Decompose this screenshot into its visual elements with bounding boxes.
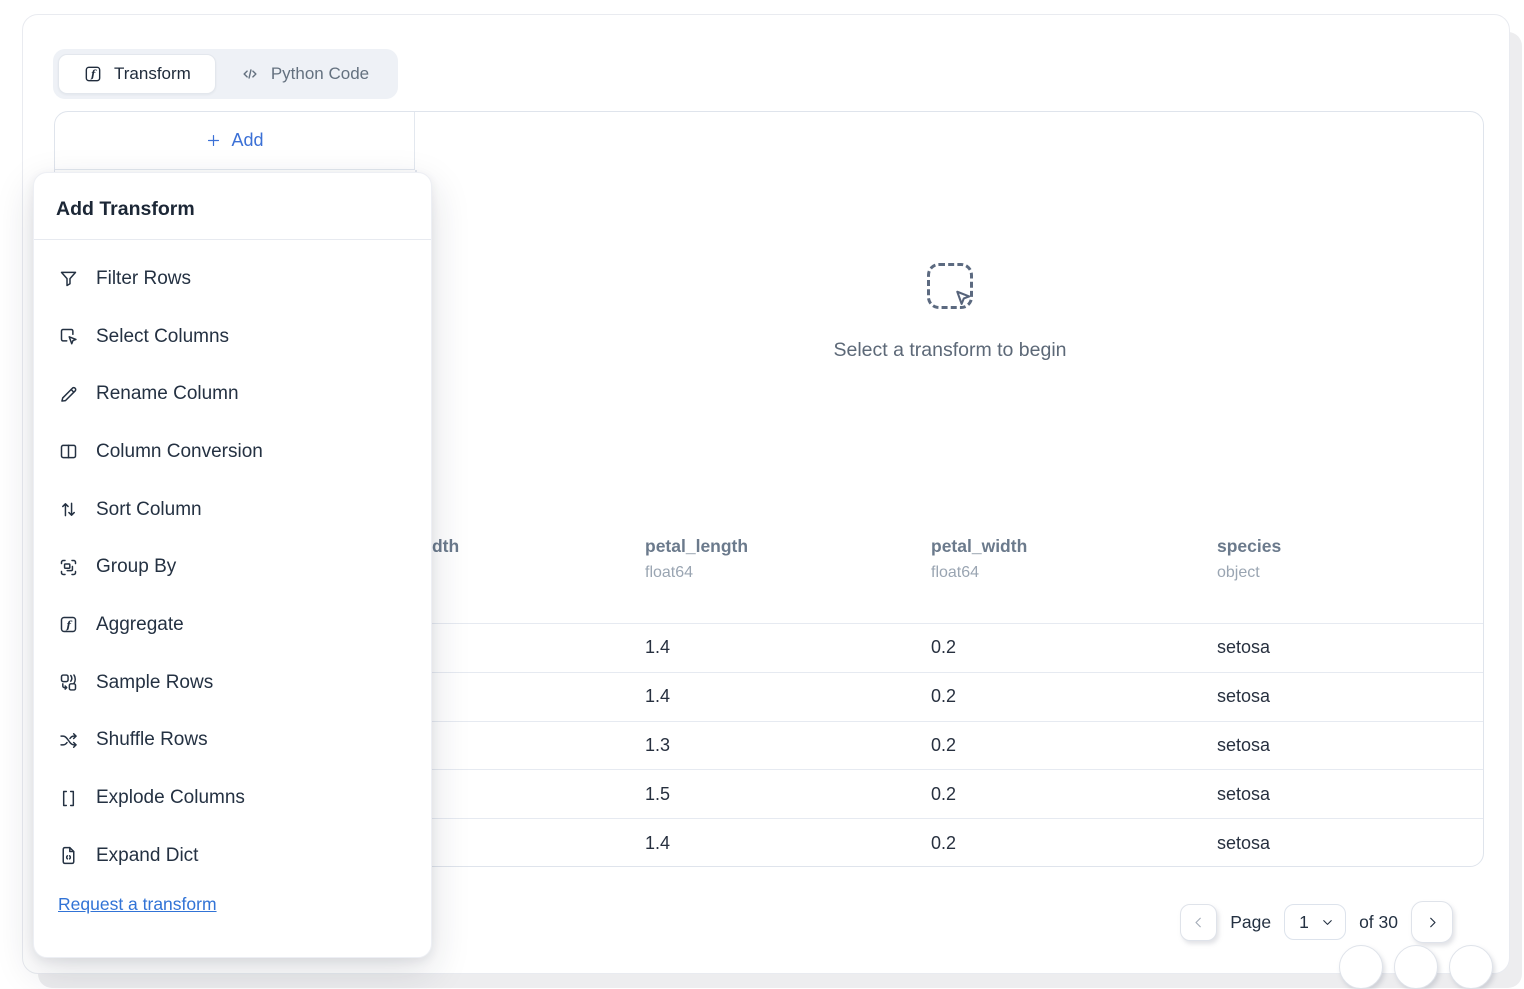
add-transform-menu: Add Transform Filter Rows Select Columns… — [33, 172, 432, 958]
menu-item-shuffle-rows[interactable]: Shuffle Rows — [34, 712, 431, 770]
function-square-icon — [58, 614, 79, 635]
group-icon — [58, 557, 79, 578]
transform-list-header: Add — [55, 112, 415, 170]
table-cell: 0.2 — [931, 734, 957, 755]
table-cell: setosa — [1217, 734, 1271, 755]
page-select[interactable]: 1 — [1284, 904, 1347, 940]
pagination: Page 1 of 30 — [1180, 901, 1453, 943]
plus-icon — [205, 132, 222, 149]
chevron-down-icon — [1320, 915, 1335, 930]
page-count-label: of 30 — [1359, 911, 1398, 932]
table-cell: 1.4 — [645, 637, 671, 658]
menu-item-sort-column[interactable]: Sort Column — [34, 481, 431, 539]
add-transform-button[interactable]: Add — [205, 130, 264, 151]
table-cell: 1.3 — [645, 734, 671, 755]
menu-items: Filter Rows Select Columns Rename Column… — [34, 240, 431, 885]
table-cell: 0.2 — [931, 686, 957, 707]
chevron-right-icon — [1424, 914, 1441, 931]
floating-button[interactable] — [1449, 945, 1493, 989]
table-cell: 0.2 — [931, 833, 957, 854]
select-cursor-icon — [58, 326, 79, 347]
code-icon — [240, 64, 260, 84]
column-header-petal_width: petal_width float64 — [931, 536, 1028, 581]
column-header-petal_length: petal_length float64 — [645, 536, 749, 581]
tab-python-code[interactable]: Python Code — [216, 54, 393, 94]
pencil-icon — [58, 384, 79, 405]
empty-state-message: Select a transform to begin — [833, 338, 1067, 361]
table-cell: 0.2 — [931, 783, 957, 804]
menu-item-rename-column[interactable]: Rename Column — [34, 365, 431, 423]
menu-divider — [34, 239, 431, 240]
menu-item-column-conversion[interactable]: Column Conversion — [34, 423, 431, 481]
menu-item-sample-rows[interactable]: Sample Rows — [34, 654, 431, 712]
tab-transform[interactable]: Transform — [58, 54, 216, 94]
cursor-select-dashed-icon — [927, 262, 973, 309]
menu-item-group-by[interactable]: Group By — [34, 538, 431, 596]
menu-item-explode-columns[interactable]: Explode Columns — [34, 769, 431, 827]
floating-button[interactable] — [1339, 945, 1383, 989]
table-row: 1.4 0.2 setosa — [55, 624, 1483, 673]
table-cell: setosa — [1217, 833, 1271, 854]
column-header-species: species object — [1217, 536, 1282, 581]
chevron-left-icon — [1190, 914, 1207, 931]
view-tabbar: Transform Python Code — [53, 49, 399, 99]
table-row: 1.3 0.2 setosa — [55, 722, 1483, 771]
shuffle-icon — [58, 730, 79, 751]
menu-item-filter-rows[interactable]: Filter Rows — [34, 250, 431, 308]
filter-icon — [58, 268, 79, 289]
menu-item-expand-dict[interactable]: Expand Dict — [34, 827, 431, 885]
page-label: Page — [1230, 911, 1272, 932]
table-cell: 1.5 — [645, 783, 671, 804]
tab-python-code-label: Python Code — [270, 64, 370, 83]
current-page-value: 1 — [1299, 911, 1309, 932]
floating-button[interactable] — [1394, 945, 1438, 989]
table-cell: 1.4 — [645, 686, 671, 707]
function-square-icon — [83, 64, 103, 84]
menu-item-aggregate[interactable]: Aggregate — [34, 596, 431, 654]
menu-title: Add Transform — [56, 198, 195, 220]
sample-icon — [58, 672, 79, 693]
table-row: 1.5 0.2 setosa — [55, 770, 1483, 820]
brackets-icon — [58, 788, 79, 809]
file-code-icon — [58, 845, 79, 866]
cursor-arrow-icon — [956, 290, 971, 305]
menu-item-select-columns[interactable]: Select Columns — [34, 308, 431, 366]
table-row: 1.4 0.2 setosa — [55, 673, 1483, 722]
add-button-label: Add — [231, 130, 264, 150]
columns-icon — [58, 441, 79, 462]
table-cell: 0.2 — [931, 637, 957, 658]
previous-page-button[interactable] — [1180, 903, 1218, 941]
tab-transform-label: Transform — [114, 64, 191, 83]
next-page-button[interactable] — [1411, 901, 1453, 943]
table-body: 1.4 0.2 setosa 1.4 0.2 setosa 1.3 0.2 setosa 1.5 0… — [55, 624, 1483, 866]
data-preview-table: sepal_widthfloat64petal_lengthfloat64pet… — [55, 512, 1483, 866]
table-cell: setosa — [1217, 637, 1271, 658]
request-transform-link[interactable]: Request a transform — [58, 893, 217, 914]
table-cell: 1.4 — [645, 833, 671, 854]
sort-arrows-icon — [58, 499, 79, 520]
empty-state: Select a transform to begin — [417, 112, 1483, 512]
table-cell: setosa — [1217, 686, 1271, 707]
table-row: 1.4 0.2 setosa — [55, 819, 1483, 866]
table-cell: setosa — [1217, 783, 1271, 804]
